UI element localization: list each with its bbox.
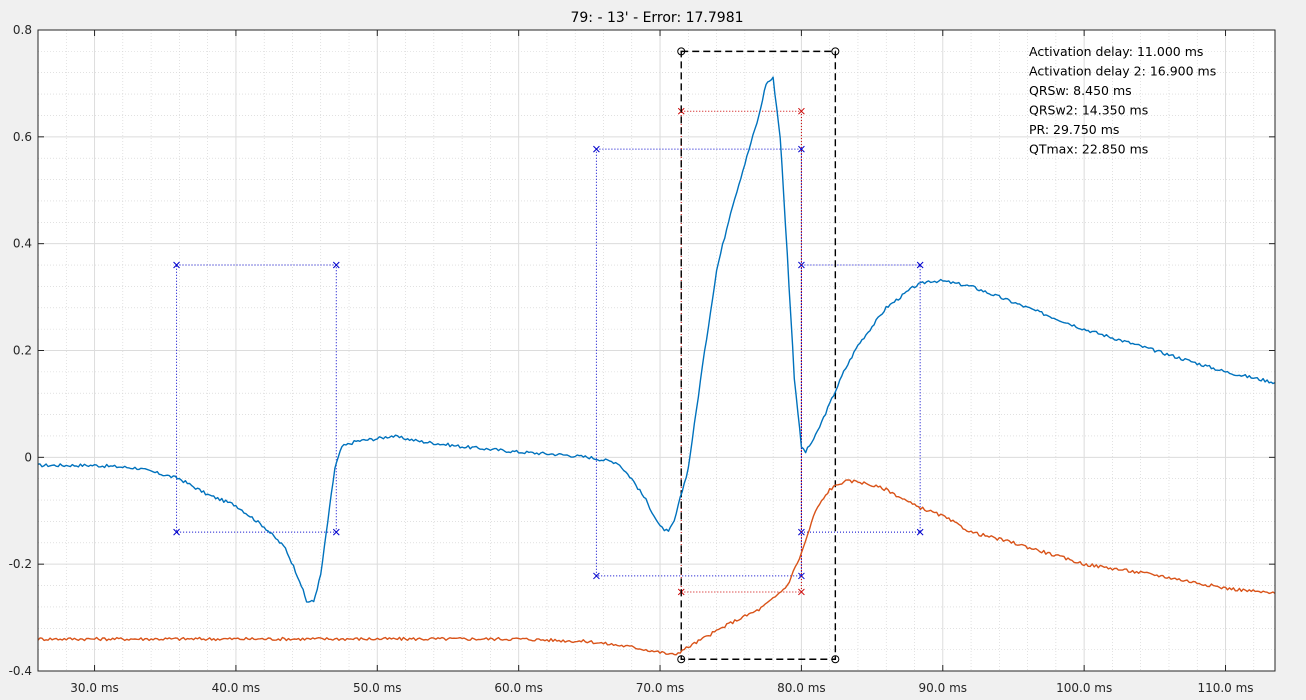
y-tick-label: -0.2 — [9, 557, 32, 571]
blue-interval-box-corner-marker — [798, 261, 805, 269]
x-tick-label: 80.0 ms — [777, 681, 825, 695]
y-tick-label: 0.4 — [13, 237, 32, 251]
y-tick-label: 0.6 — [13, 130, 32, 144]
blue-interval-box-corner-marker — [798, 528, 805, 536]
blue-interval-box-corner-marker — [332, 528, 340, 536]
red-interval-box — [680, 110, 802, 593]
black-interval-box-corner-marker — [831, 655, 840, 664]
black-interval-box-corner-marker — [831, 47, 840, 56]
blue-interval-box-corner-marker — [916, 261, 924, 269]
axes: 30.0 ms 40.0 ms 50.0 ms 60.0 ms 70.0 ms 80.0 … — [9, 23, 1276, 695]
x-tick-label: 110.0 ms — [1197, 681, 1253, 695]
blue-interval-box-corner-marker — [798, 145, 805, 153]
marker-stroke — [798, 145, 805, 153]
annotation-text: QRSw: 8.450 ms — [1029, 83, 1132, 98]
marker-stroke — [798, 107, 805, 115]
marker-stroke — [798, 528, 805, 536]
red-interval-box-corner-marker — [798, 107, 805, 115]
marker-stroke — [798, 261, 805, 269]
black-interval-box — [680, 50, 837, 660]
marker-stroke — [173, 261, 180, 269]
x-tick-label: 100.0 ms — [1056, 681, 1112, 695]
marker-stroke — [916, 528, 924, 536]
measurement-boxes — [173, 47, 924, 664]
blue-interval-box-corner-marker — [798, 572, 805, 580]
marker-stroke — [332, 528, 340, 536]
marker-stroke — [593, 145, 600, 153]
annotation-text: Activation delay: 11.000 ms — [1029, 44, 1203, 59]
annotations: Activation delay: 11.000 ms Activation de… — [1029, 44, 1216, 157]
y-tick-label: 0.8 — [13, 23, 32, 37]
x-tick-label: 30.0 ms — [70, 681, 118, 695]
blue-interval-box-corner-marker — [593, 572, 600, 580]
annotation-text: QTmax: 22.850 ms — [1029, 142, 1148, 157]
x-tick-label: 40.0 ms — [212, 681, 260, 695]
marker-stroke — [798, 572, 805, 580]
x-tick-label: 60.0 ms — [494, 681, 542, 695]
y-tick-label: 0.2 — [13, 344, 32, 358]
blue-interval-box — [595, 148, 802, 577]
chart-title: 79: - 13' - Error: 17.7981 — [570, 10, 743, 26]
red-interval-box-corner-marker — [798, 588, 805, 596]
blue-interval-box-corner-marker — [173, 261, 180, 269]
x-tick-label: 70.0 ms — [636, 681, 684, 695]
series-line-2 — [37, 479, 1276, 656]
blue-interval-box-corner-marker — [173, 528, 180, 536]
y-tick-label: -0.4 — [9, 664, 32, 678]
annotation-text: PR: 29.750 ms — [1029, 122, 1119, 137]
x-tick-label: 90.0 ms — [919, 681, 967, 695]
blue-interval-box — [176, 264, 337, 533]
marker-stroke — [798, 588, 805, 596]
marker-stroke — [332, 261, 340, 269]
blue-interval-box-corner-marker — [593, 145, 600, 153]
x-tick-label: 50.0 ms — [353, 681, 401, 695]
series — [37, 76, 1276, 656]
series-line-1 — [37, 76, 1276, 603]
marker-stroke — [916, 261, 924, 269]
annotation-text: QRSw2: 14.350 ms — [1029, 103, 1148, 118]
black-interval-box-corner-marker — [677, 655, 686, 664]
marker-stroke — [593, 572, 600, 580]
blue-interval-box-corner-marker — [916, 528, 924, 536]
y-tick-label: 0 — [24, 450, 32, 464]
marker-stroke — [173, 528, 180, 536]
annotation-text: Activation delay 2: 16.900 ms — [1029, 64, 1216, 79]
blue-interval-box — [800, 264, 921, 533]
black-interval-box-corner-marker — [677, 47, 686, 56]
blue-interval-box-corner-marker — [332, 261, 340, 269]
